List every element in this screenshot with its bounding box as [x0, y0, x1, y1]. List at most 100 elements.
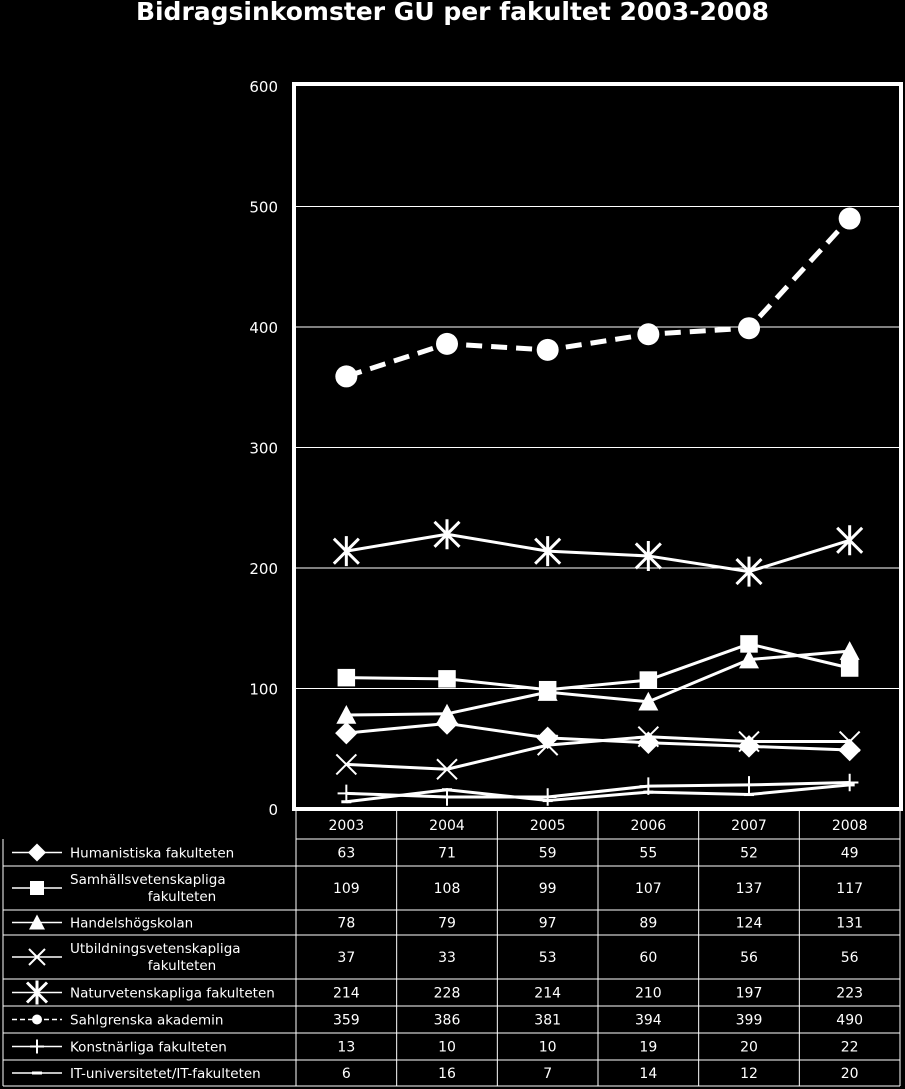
- data-label: 56: [841, 950, 859, 966]
- series-7: [337, 773, 859, 806]
- data-label: 107: [635, 881, 662, 897]
- series-line: [346, 721, 850, 752]
- data-label: 78: [337, 916, 355, 932]
- y-tick-label: 500: [249, 199, 278, 217]
- data-point: [840, 659, 859, 677]
- x-tick-label: 2005: [530, 818, 566, 834]
- data-label: 52: [740, 846, 758, 862]
- data-label: 7: [543, 1066, 552, 1082]
- series-line: [346, 735, 850, 771]
- legend-key: [12, 1014, 62, 1025]
- data-point: [740, 776, 758, 794]
- data-point: [739, 649, 759, 669]
- data-point: [740, 635, 758, 653]
- data-point: [29, 914, 45, 930]
- data-label: 79: [438, 916, 456, 932]
- data-label: 223: [836, 986, 863, 1002]
- data-point: [637, 731, 660, 754]
- data-label: 6: [342, 1066, 351, 1082]
- y-tick-label: 0: [268, 801, 278, 819]
- data-label: 12: [740, 1066, 758, 1082]
- y-tick-label: 300: [249, 440, 278, 458]
- series-8: [341, 783, 855, 804]
- data-label: 214: [333, 986, 360, 1002]
- legend-key: [12, 843, 62, 862]
- data-label: 71: [438, 846, 456, 862]
- y-tick-label: 600: [249, 78, 278, 96]
- data-point: [737, 735, 761, 758]
- series-4: [335, 725, 861, 780]
- series-line: [346, 649, 850, 717]
- data-point: [638, 691, 659, 711]
- data-point: [30, 1039, 44, 1054]
- data-label: 59: [539, 846, 557, 862]
- series-line: [346, 783, 850, 804]
- series-6: [335, 207, 861, 388]
- y-tick-label: 200: [249, 560, 278, 578]
- data-label: 394: [635, 1013, 662, 1029]
- data-point: [637, 725, 660, 748]
- data-point: [30, 881, 44, 895]
- data-label: 124: [736, 916, 763, 932]
- data-label: 19: [639, 1040, 657, 1056]
- series-line: [346, 642, 851, 692]
- data-label: 89: [639, 916, 657, 932]
- data-label: 22: [841, 1040, 859, 1056]
- plot-frame: [292, 82, 903, 811]
- chart-title: Bidragsinkomster GU per fakultet 2003-20…: [135, 0, 770, 26]
- data-point: [337, 668, 356, 687]
- x-tick-label: 2007: [731, 818, 767, 834]
- data-point: [332, 536, 360, 567]
- legend-key: [12, 980, 62, 1005]
- data-label: 13: [337, 1040, 355, 1056]
- data-point: [337, 784, 356, 803]
- series-1: [335, 712, 861, 762]
- data-label: 56: [740, 950, 758, 966]
- legend-key: [12, 1039, 62, 1054]
- data-label: 37: [337, 950, 355, 966]
- data-label: 33: [438, 950, 456, 966]
- series-line: [346, 780, 850, 799]
- data-label: 60: [639, 950, 657, 966]
- data-label: 117: [836, 881, 863, 897]
- data-point: [634, 540, 662, 571]
- y-tick-label: 400: [249, 319, 278, 337]
- data-point: [840, 773, 859, 792]
- data-label: 386: [434, 1013, 461, 1029]
- x-tick-label: 2006: [631, 818, 667, 834]
- data-table: 2003 2004 2005 2006 2007 2008 Humanistiska fak…: [2, 809, 901, 1087]
- data-point: [838, 738, 861, 762]
- data-label: 108: [434, 881, 461, 897]
- series-3: [336, 641, 860, 724]
- legend-key: [12, 914, 62, 930]
- data-point: [838, 730, 861, 753]
- x-tick-label: 2004: [429, 818, 465, 834]
- legend-key: [12, 948, 62, 966]
- legend-key: [12, 881, 62, 895]
- data-label: 197: [736, 986, 763, 1002]
- data-point: [436, 332, 458, 355]
- legend-label: Utbildningsvetenskapliga fakulteten: [70, 941, 241, 974]
- data-label: 490: [836, 1013, 863, 1029]
- legend-label: Naturvetenskapliga fakulteten: [70, 986, 275, 1002]
- data-label: 99: [539, 881, 557, 897]
- data-point: [32, 1014, 42, 1025]
- data-label: 214: [534, 986, 561, 1002]
- data-point: [536, 338, 559, 361]
- data-point: [836, 525, 864, 556]
- data-point: [839, 641, 860, 660]
- data-point: [433, 519, 461, 550]
- data-point: [738, 730, 760, 753]
- data-label: 359: [333, 1013, 360, 1029]
- data-point: [538, 788, 557, 806]
- data-point: [28, 843, 46, 862]
- legend-label: Handelshögskolan: [70, 916, 193, 932]
- data-point: [436, 758, 458, 780]
- data-point: [637, 323, 660, 346]
- data-point: [28, 948, 46, 966]
- data-label: 10: [539, 1040, 557, 1056]
- data-label: 16: [438, 1066, 456, 1082]
- data-label: 53: [539, 950, 557, 966]
- data-point: [437, 703, 457, 723]
